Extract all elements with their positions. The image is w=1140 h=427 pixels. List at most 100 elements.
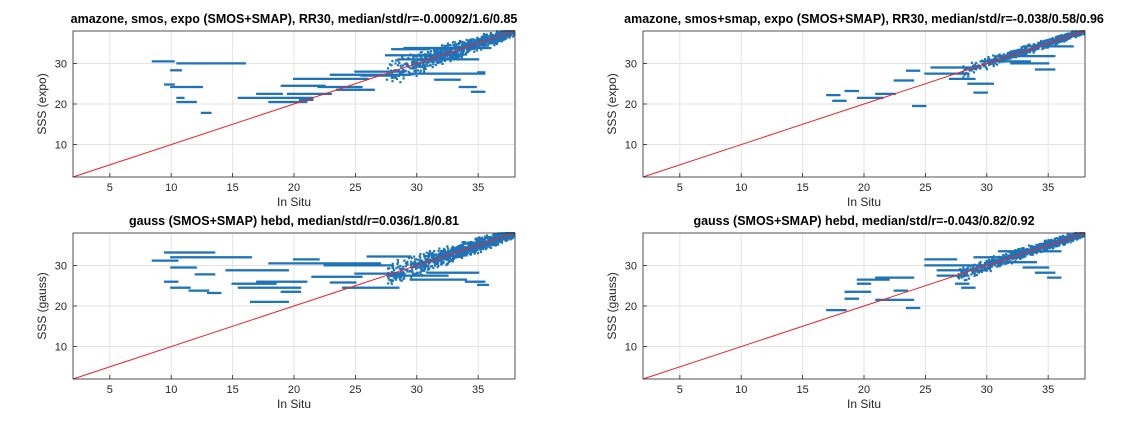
data-point — [848, 89, 851, 93]
data-point — [334, 85, 338, 89]
data-point — [194, 256, 197, 259]
data-point — [339, 262, 342, 265]
data-point — [202, 251, 205, 254]
data-point — [290, 280, 293, 283]
data-point — [350, 73, 353, 76]
data-point — [917, 104, 920, 108]
data-point — [305, 100, 308, 104]
data-point — [381, 255, 384, 258]
data-point — [466, 58, 469, 61]
data-point — [213, 291, 216, 295]
data-point — [416, 271, 419, 274]
data-point — [449, 251, 452, 254]
data-point — [184, 62, 187, 65]
data-point — [335, 264, 338, 267]
scatter-points — [151, 232, 515, 303]
data-point — [442, 274, 445, 277]
data-point — [224, 256, 227, 259]
data-point — [1045, 68, 1048, 71]
data-point — [440, 263, 443, 266]
data-point — [263, 269, 266, 272]
data-point — [238, 62, 241, 65]
data-point — [403, 276, 406, 279]
data-point — [187, 62, 190, 65]
data-point — [405, 62, 408, 65]
data-point — [943, 72, 946, 75]
data-point — [449, 259, 452, 262]
data-point — [340, 73, 343, 76]
data-point — [217, 256, 220, 259]
data-point — [272, 100, 275, 104]
data-point — [367, 88, 370, 91]
data-point — [412, 54, 415, 57]
data-point — [335, 281, 338, 284]
data-point — [233, 62, 236, 65]
data-point — [170, 85, 173, 89]
data-point — [423, 274, 426, 277]
data-point — [862, 290, 865, 293]
data-point — [465, 38, 468, 41]
data-point — [900, 79, 903, 82]
data-point — [509, 237, 512, 241]
data-point — [475, 49, 478, 52]
data-point — [476, 252, 480, 255]
data-point — [316, 275, 319, 278]
data-point — [400, 255, 403, 258]
data-point — [471, 271, 474, 274]
data-point — [1020, 48, 1023, 51]
data-point — [178, 85, 181, 89]
data-point — [170, 280, 173, 283]
data-point — [407, 274, 410, 277]
data-point — [448, 257, 451, 260]
data-point — [433, 250, 436, 253]
data-point — [473, 58, 476, 61]
data-point — [402, 64, 405, 67]
data-point — [446, 245, 449, 248]
data-point — [209, 291, 212, 295]
data-point — [275, 300, 278, 303]
data-point — [468, 85, 471, 89]
data-point — [1066, 37, 1069, 40]
data-point — [1063, 45, 1066, 48]
data-point — [344, 77, 347, 80]
data-point — [231, 256, 234, 259]
grid — [643, 233, 1085, 379]
data-point — [449, 249, 452, 252]
data-point — [479, 42, 483, 45]
data-point — [970, 82, 973, 85]
x-tick-label: 20 — [288, 384, 300, 396]
data-point — [972, 65, 975, 68]
data-point — [858, 290, 861, 293]
data-point — [889, 92, 892, 95]
data-point — [498, 37, 501, 40]
data-point — [1038, 68, 1041, 71]
data-point — [447, 259, 450, 262]
data-point — [333, 262, 336, 265]
data-point — [340, 85, 343, 89]
data-point — [297, 262, 300, 265]
data-point — [214, 62, 217, 65]
data-point — [168, 259, 171, 262]
data-point — [336, 262, 339, 265]
data-point — [249, 282, 252, 285]
data-point — [181, 62, 184, 65]
data-point — [286, 96, 289, 99]
data-point — [248, 286, 251, 289]
data-point — [164, 251, 167, 254]
data-point — [481, 46, 484, 49]
data-point — [826, 94, 829, 97]
data-point — [422, 265, 425, 268]
data-point — [961, 71, 964, 74]
data-point — [315, 84, 318, 87]
data-point — [404, 268, 407, 272]
data-point — [261, 280, 264, 283]
data-point — [164, 60, 167, 63]
data-point — [452, 57, 455, 60]
data-point — [297, 290, 300, 293]
data-point — [471, 42, 474, 45]
data-point — [835, 309, 838, 312]
data-point — [464, 85, 467, 89]
data-point — [849, 290, 853, 293]
data-point — [256, 300, 259, 303]
data-point — [395, 59, 398, 62]
